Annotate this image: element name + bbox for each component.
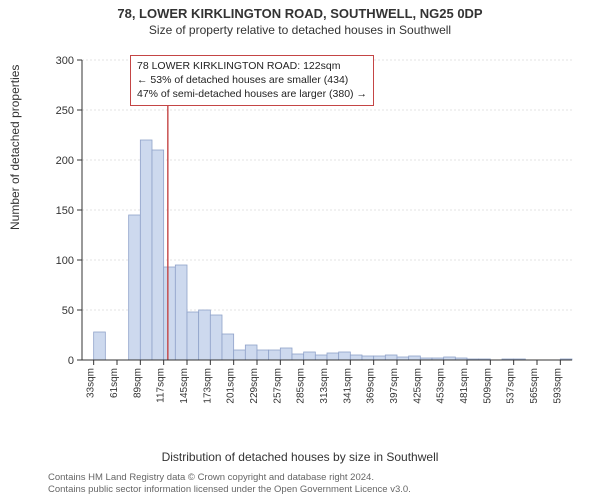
svg-text:200: 200: [56, 155, 74, 167]
svg-text:89sqm: 89sqm: [132, 368, 143, 398]
svg-text:509sqm: 509sqm: [482, 368, 493, 404]
svg-text:33sqm: 33sqm: [86, 368, 97, 398]
svg-text:50: 50: [62, 305, 74, 317]
svg-text:369sqm: 369sqm: [366, 368, 377, 404]
svg-text:481sqm: 481sqm: [459, 368, 470, 404]
svg-text:145sqm: 145sqm: [179, 368, 190, 404]
svg-text:250: 250: [56, 105, 74, 117]
svg-text:257sqm: 257sqm: [272, 368, 283, 404]
svg-text:117sqm: 117sqm: [156, 368, 167, 403]
x-axis-label: Distribution of detached houses by size …: [0, 450, 600, 464]
svg-text:173sqm: 173sqm: [202, 368, 213, 404]
svg-text:300: 300: [56, 55, 74, 67]
svg-text:341sqm: 341sqm: [342, 368, 353, 404]
y-axis-label: Number of detached properties: [8, 65, 22, 230]
marker-info-box: 78 LOWER KIRKLINGTON ROAD: 122sqm ← 53% …: [130, 55, 374, 106]
svg-text:100: 100: [56, 255, 74, 267]
svg-text:397sqm: 397sqm: [389, 368, 400, 404]
svg-text:150: 150: [56, 205, 74, 217]
svg-text:425sqm: 425sqm: [412, 368, 423, 404]
attribution-text: Contains HM Land Registry data © Crown c…: [48, 472, 411, 496]
page-subtitle: Size of property relative to detached ho…: [0, 23, 600, 37]
info-line-1: 78 LOWER KIRKLINGTON ROAD: 122sqm: [137, 59, 367, 73]
attribution-line-2: Contains public sector information licen…: [48, 484, 411, 495]
svg-text:0: 0: [68, 355, 74, 367]
svg-text:285sqm: 285sqm: [296, 368, 307, 404]
svg-text:229sqm: 229sqm: [249, 368, 260, 404]
svg-text:537sqm: 537sqm: [506, 368, 517, 404]
svg-text:565sqm: 565sqm: [529, 368, 540, 404]
svg-text:313sqm: 313sqm: [319, 368, 330, 404]
svg-text:593sqm: 593sqm: [552, 368, 563, 404]
title-block: 78, LOWER KIRKLINGTON ROAD, SOUTHWELL, N…: [0, 0, 600, 37]
info-line-2: ← 53% of detached houses are smaller (43…: [137, 73, 367, 87]
svg-text:61sqm: 61sqm: [109, 368, 120, 398]
info-line-3: 47% of semi-detached houses are larger (…: [137, 87, 367, 101]
attribution-line-1: Contains HM Land Registry data © Crown c…: [48, 472, 374, 483]
svg-text:201sqm: 201sqm: [226, 368, 237, 404]
page-title: 78, LOWER KIRKLINGTON ROAD, SOUTHWELL, N…: [0, 6, 600, 21]
svg-text:453sqm: 453sqm: [436, 368, 447, 404]
